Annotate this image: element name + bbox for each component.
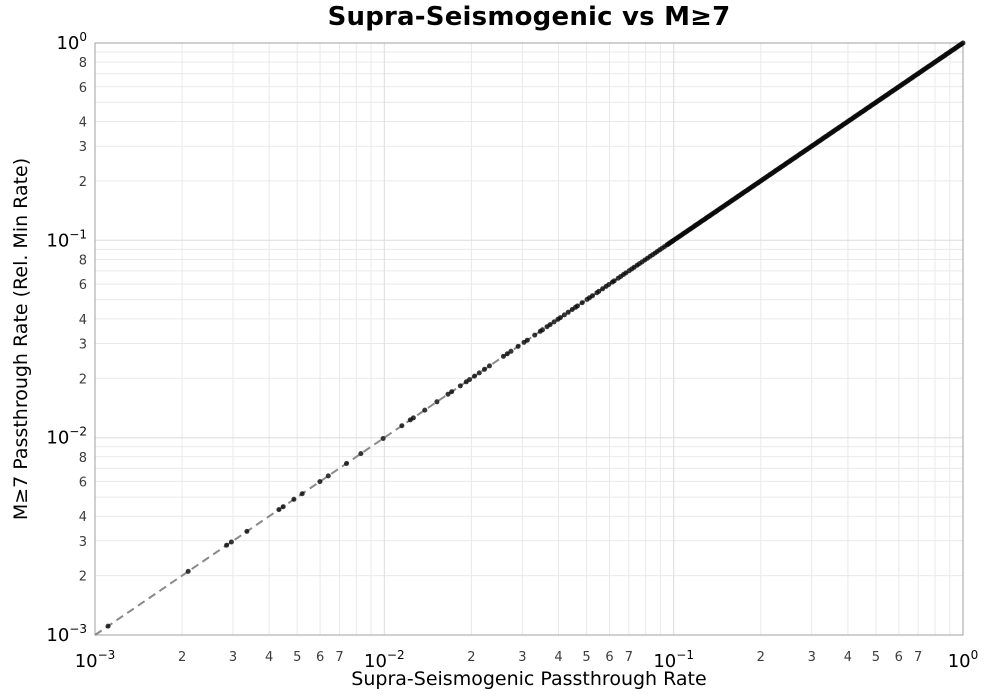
x-minor-tick-label: 6 (605, 650, 613, 665)
y-minor-tick-label: 8 (79, 56, 87, 71)
minor-gridlines (95, 43, 963, 635)
x-minor-tick-label: 2 (178, 650, 186, 665)
y-major-tick-label: 100 (56, 30, 87, 54)
axes-spines (94, 42, 964, 636)
x-minor-tick-label: 5 (872, 650, 880, 665)
data-point (445, 391, 451, 397)
y-minor-tick-label: 3 (79, 140, 87, 155)
x-minor-tick-label: 4 (265, 650, 273, 665)
x-minor-tick-label: 7 (625, 650, 633, 665)
x-minor-tick-label: 4 (554, 650, 562, 665)
y-minor-tick-label: 6 (79, 81, 87, 96)
x-minor-tick-label: 5 (293, 650, 301, 665)
y-minor-tick-label: 2 (79, 175, 87, 190)
x-minor-tick-label: 6 (316, 650, 324, 665)
x-minor-tick-label: 7 (914, 650, 922, 665)
y-minor-tick-label: 3 (79, 535, 87, 550)
data-point (280, 504, 286, 510)
x-minor-tick-label: 3 (808, 650, 816, 665)
y-major-tick-label: 10−3 (46, 622, 87, 646)
data-point (410, 415, 416, 421)
data-point (515, 343, 521, 349)
y-minor-tick-label: 6 (79, 475, 87, 490)
data-point (291, 496, 297, 502)
x-major-tick-label: 10−1 (653, 648, 694, 672)
x-axis-label: Supra-Seismogenic Passthrough Rate (351, 668, 707, 690)
x-major-tick-label: 100 (948, 648, 979, 672)
data-point (532, 332, 538, 338)
data-point (561, 312, 567, 318)
data-point (244, 528, 250, 534)
y-minor-tick-label: 8 (79, 451, 87, 466)
data-point (317, 479, 323, 485)
x-minor-tick-label: 2 (467, 650, 475, 665)
y-minor-tick-label: 4 (79, 510, 87, 525)
data-point (574, 303, 580, 309)
data-point (504, 351, 510, 357)
data-point (457, 383, 463, 389)
chart-title: Supra-Seismogenic vs M≥7 (327, 2, 731, 32)
data-point (399, 423, 405, 429)
x-minor-tick-label: 3 (229, 650, 237, 665)
data-point (611, 278, 617, 284)
data-point (508, 348, 514, 354)
y-minor-tick-label: 3 (79, 338, 87, 353)
data-point (228, 539, 234, 545)
y-major-tick-label: 10−2 (46, 425, 87, 449)
data-point (344, 461, 349, 466)
data-point (434, 399, 440, 405)
data-point (422, 407, 428, 413)
y-minor-tick-label: 2 (79, 372, 87, 387)
x-minor-tick-label: 4 (844, 650, 852, 665)
data-point (380, 436, 386, 441)
x-minor-tick-label: 6 (895, 650, 903, 665)
x-minor-tick-label: 2 (757, 650, 765, 665)
x-minor-tick-label: 3 (518, 650, 526, 665)
scatter-points (105, 40, 966, 629)
x-major-tick-label: 10−3 (75, 648, 116, 672)
data-point (487, 363, 492, 369)
y-minor-tick-label: 8 (79, 253, 87, 268)
data-point (596, 288, 602, 294)
data-point (224, 542, 230, 548)
y-minor-tick-label: 6 (79, 278, 87, 293)
data-point (540, 327, 545, 333)
data-point (185, 568, 191, 574)
data-point (557, 315, 563, 321)
data-point (565, 309, 571, 315)
data-point (276, 507, 282, 513)
data-point (105, 623, 111, 629)
data-point (590, 293, 595, 299)
y-major-tick-label: 10−1 (46, 227, 87, 251)
data-point (606, 282, 612, 287)
data-point (547, 322, 553, 328)
x-minor-tick-label: 7 (335, 650, 343, 665)
data-point (524, 337, 530, 343)
x-minor-tick-label: 5 (582, 650, 590, 665)
data-point (299, 491, 305, 497)
data-point (600, 286, 606, 292)
y-axis-label: M≥7 Passthrough Rate (Rel. Min Rate) (10, 157, 32, 521)
data-point (472, 373, 477, 379)
data-point (449, 389, 455, 395)
data-point (467, 377, 472, 383)
data-point (476, 370, 482, 376)
data-point (551, 319, 557, 325)
data-point (358, 451, 364, 457)
y-minor-tick-label: 4 (79, 116, 87, 131)
data-point (579, 300, 585, 306)
data-point (500, 353, 506, 359)
y-minor-tick-label: 2 (79, 570, 87, 585)
y-minor-tick-label: 4 (79, 313, 87, 328)
data-point (325, 473, 331, 479)
x-major-tick-label: 10−2 (364, 648, 405, 672)
data-point (960, 40, 966, 46)
data-point (482, 366, 487, 372)
